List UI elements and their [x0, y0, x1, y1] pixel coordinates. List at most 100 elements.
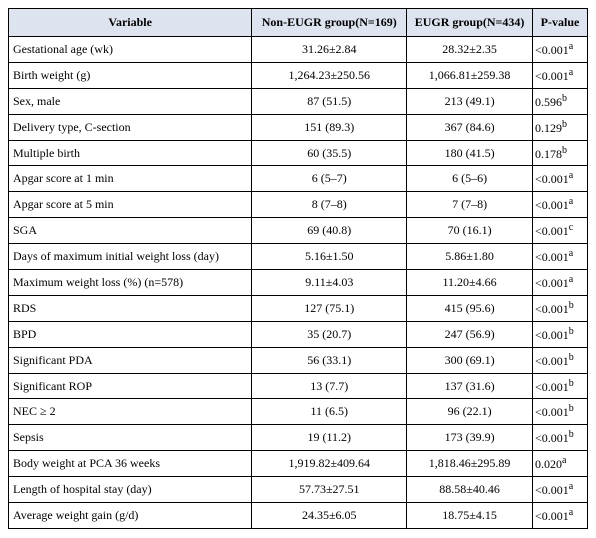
variable-cell: Multiple birth	[7, 139, 253, 167]
variable-cell: Apgar score at 5 min	[7, 191, 253, 219]
header-row: Variable Non-EUGR group(N=169) EUGR group(…	[7, 8, 588, 37]
p-value-cell: <0.001b	[532, 398, 588, 426]
variable-cell: Gestational age (wk)	[7, 36, 253, 63]
non-eugr-cell: 31.26±2.84	[251, 36, 408, 63]
p-value: <0.001	[535, 68, 569, 83]
footnote-mark: a	[568, 506, 574, 518]
eugr-cell: 96 (22.1)	[406, 398, 534, 426]
variable-cell: Sepsis	[7, 424, 253, 452]
table-row: Length of hospital stay (day) 57.73±27.51…	[7, 476, 588, 504]
variable-cell: NEC ≥ 2	[7, 398, 253, 426]
table-row: NEC ≥ 2 11 (6.5) 96 (22.1) <0.001b	[7, 398, 588, 426]
variable-cell: Length of hospital stay (day)	[7, 476, 253, 504]
footnote-mark: b	[562, 118, 568, 130]
p-value: 0.178	[535, 146, 563, 161]
table-row: Sex, male 87 (51.5) 213 (49.1) 0.596b	[7, 87, 588, 115]
table-row: Average weight gain (g/d) 24.35±6.05 18.75…	[7, 502, 588, 529]
footnote-mark: a	[568, 481, 574, 493]
p-value: <0.001	[535, 224, 569, 239]
variable-cell: Days of maximum initial weight loss (day…	[7, 243, 253, 271]
footnote-mark: b	[562, 144, 568, 156]
p-value: <0.001	[535, 353, 569, 368]
p-value-cell: <0.001b	[532, 320, 588, 348]
non-eugr-cell: 5.16±1.50	[251, 243, 408, 271]
p-value: <0.001	[535, 301, 569, 316]
eugr-cell: 11.20±4.66	[406, 269, 534, 296]
data-table: Variable Non-EUGR group(N=169) EUGR group(…	[7, 8, 588, 529]
non-eugr-cell: 87 (51.5)	[251, 87, 408, 115]
non-eugr-cell: 56 (33.1)	[251, 346, 408, 374]
table-row: Delivery type, C-section 151 (89.3) 367 (8…	[7, 113, 588, 141]
p-value: <0.001	[535, 198, 569, 213]
footnote-mark: a	[568, 273, 574, 285]
eugr-cell: 7 (7–8)	[406, 191, 534, 219]
footnote-mark: b	[568, 429, 574, 441]
p-value: <0.001	[535, 250, 569, 265]
eugr-cell: 415 (95.6)	[406, 294, 534, 322]
footnote-mark: a	[562, 455, 567, 467]
p-value: <0.001	[535, 172, 569, 187]
non-eugr-cell: 6 (5–7)	[251, 165, 408, 193]
p-value: <0.001	[535, 379, 569, 394]
variable-cell: Apgar score at 1 min	[7, 165, 253, 193]
eugr-cell: 6 (5–6)	[406, 165, 534, 193]
p-value: 0.129	[535, 120, 563, 135]
eugr-cell: 247 (56.9)	[406, 320, 534, 348]
footnote-mark: b	[568, 351, 574, 363]
eugr-cell: 70 (16.1)	[406, 217, 534, 245]
table-row: BPD 35 (20.7) 247 (56.9) <0.001b	[7, 320, 588, 348]
p-value-cell: 0.129b	[532, 113, 588, 141]
variable-cell: Average weight gain (g/d)	[7, 502, 253, 529]
non-eugr-cell: 69 (40.8)	[251, 217, 408, 245]
non-eugr-cell: 35 (20.7)	[251, 320, 408, 348]
non-eugr-cell: 57.73±27.51	[251, 476, 408, 504]
table-row: Apgar score at 1 min 6 (5–7) 6 (5–6) <0.001…	[7, 165, 588, 193]
table-row: RDS 127 (75.1) 415 (95.6) <0.001b	[7, 294, 588, 322]
non-eugr-cell: 8 (7–8)	[251, 191, 408, 219]
p-value-cell: <0.001a	[532, 36, 588, 63]
column-header: Variable	[7, 8, 253, 37]
eugr-cell: 137 (31.6)	[406, 372, 534, 400]
eugr-cell: 28.32±2.35	[406, 36, 534, 63]
table-row: Significant ROP 13 (7.7) 137 (31.6) <0.001b	[7, 372, 588, 400]
p-value: <0.001	[535, 431, 569, 446]
table-row: Significant PDA 56 (33.1) 300 (69.1) <0.001…	[7, 346, 588, 374]
variable-cell: Maximum weight loss (%) (n=578)	[7, 269, 253, 296]
p-value-cell: 0.596b	[532, 87, 588, 115]
column-header: Non-EUGR group(N=169)	[251, 8, 408, 37]
column-header: EUGR group(N=434)	[406, 8, 534, 37]
p-value: <0.001	[535, 327, 569, 342]
non-eugr-cell: 1,919.82±409.64	[251, 450, 408, 478]
table-row: SGA 69 (40.8) 70 (16.1) <0.001c	[7, 217, 588, 245]
p-value-cell: <0.001b	[532, 424, 588, 452]
eugr-cell: 180 (41.5)	[406, 139, 534, 167]
p-value: <0.001	[535, 42, 569, 57]
table-row: Maximum weight loss (%) (n=578) 9.11±4.03…	[7, 269, 588, 296]
table-row: Apgar score at 5 min 8 (7–8) 7 (7–8) <0.001…	[7, 191, 588, 219]
p-value: <0.001	[535, 275, 569, 290]
eugr-cell: 1,066.81±259.38	[406, 61, 534, 89]
non-eugr-cell: 9.11±4.03	[251, 269, 408, 296]
table-row: Gestational age (wk) 31.26±2.84 28.32±2.35…	[7, 36, 588, 63]
footnote-mark: a	[568, 196, 574, 208]
variable-cell: Significant PDA	[7, 346, 253, 374]
p-value-cell: <0.001b	[532, 346, 588, 374]
non-eugr-cell: 24.35±6.05	[251, 502, 408, 529]
footnote-mark: b	[568, 403, 574, 415]
p-value-cell: <0.001b	[532, 294, 588, 322]
non-eugr-cell: 151 (89.3)	[251, 113, 408, 141]
table-row: Days of maximum initial weight loss (day…	[7, 243, 588, 271]
eugr-cell: 213 (49.1)	[406, 87, 534, 115]
eugr-cell: 367 (84.6)	[406, 113, 534, 141]
footnote-mark: a	[568, 66, 574, 78]
footnote-mark: a	[568, 40, 574, 52]
footnote-mark: b	[562, 92, 568, 104]
footnote-mark: c	[568, 222, 574, 234]
table-row: Birth weight (g) 1,264.23±250.56 1,066.81±…	[7, 61, 588, 89]
variable-cell: Delivery type, C-section	[7, 113, 253, 141]
table-row: Sepsis 19 (11.2) 173 (39.9) <0.001b	[7, 424, 588, 452]
non-eugr-cell: 127 (75.1)	[251, 294, 408, 322]
p-value-cell: <0.001a	[532, 165, 588, 193]
p-value-cell: <0.001a	[532, 61, 588, 89]
p-value-cell: <0.001a	[532, 191, 588, 219]
